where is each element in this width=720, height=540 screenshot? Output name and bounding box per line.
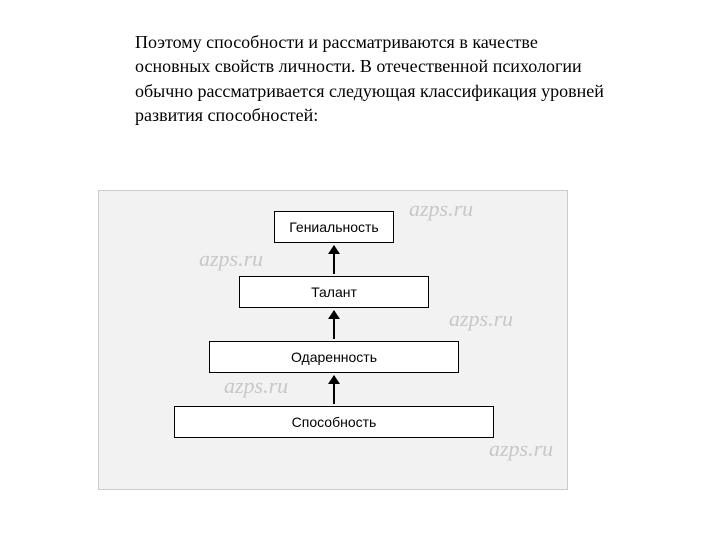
watermark: azps.ru	[489, 436, 553, 462]
watermark: azps.ru	[449, 306, 513, 332]
arrow-up	[333, 311, 335, 339]
level-label: Гениальность	[289, 219, 378, 235]
arrow-up	[333, 376, 335, 404]
level-label: Способность	[292, 414, 377, 430]
watermark: azps.ru	[409, 196, 473, 222]
watermark: azps.ru	[224, 373, 288, 399]
level-label: Талант	[311, 284, 357, 300]
level-box-giftedness: Одаренность	[209, 341, 459, 373]
arrow-up	[333, 246, 335, 274]
level-box-talent: Талант	[239, 276, 429, 308]
intro-paragraph: Поэтому способности и рассматриваются в …	[135, 30, 610, 127]
level-box-ability: Способность	[174, 406, 494, 438]
level-label: Одаренность	[291, 349, 377, 365]
level-box-genius: Гениальность	[274, 211, 394, 243]
watermark: azps.ru	[199, 246, 263, 272]
hierarchy-diagram: azps.ru azps.ru azps.ru azps.ru azps.ru …	[98, 190, 568, 490]
